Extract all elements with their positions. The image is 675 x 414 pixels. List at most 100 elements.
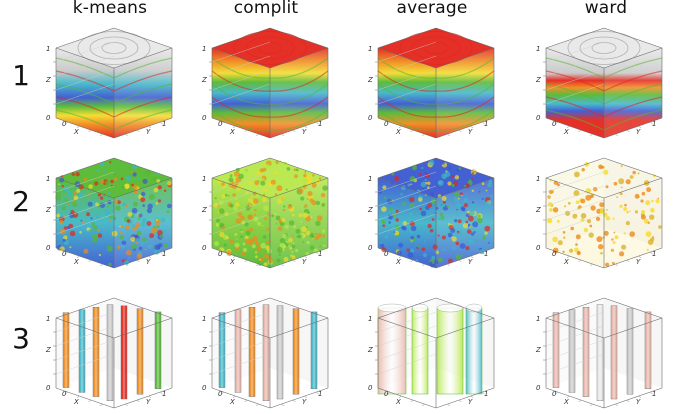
axis-label-x: X [395, 128, 401, 136]
axis-label-x: X [563, 128, 569, 136]
axis-label-x: X [395, 258, 401, 266]
axis-tick-label: 1 [536, 45, 540, 53]
cube-volume [55, 28, 173, 138]
axis-label-z: Z [45, 76, 51, 84]
axis-tick-label: 1 [484, 120, 488, 128]
axis-label-y: Y [302, 258, 307, 266]
axis-tick-label: 0 [384, 120, 389, 128]
axis-tick-label: 1 [46, 45, 50, 53]
axis-label-y: Y [146, 398, 151, 406]
axis-tick-label: 1 [368, 45, 372, 53]
axis-tick-label: 0 [384, 390, 389, 398]
axis-tick-label: 1 [536, 175, 540, 183]
axis-tick-label: 1 [652, 250, 656, 258]
axis-tick-label: 0 [368, 114, 373, 122]
column-title-kmeans: k-means [72, 0, 148, 18]
axis-label-y: Y [636, 128, 641, 136]
axis-label-z: Z [201, 346, 207, 354]
axis-tick-label: 1 [318, 390, 322, 398]
axis-tick-label: 1 [202, 175, 206, 183]
axis-tick-label: 0 [202, 114, 207, 122]
axis-tick-label: 0 [218, 250, 223, 258]
axis-label-z: Z [535, 206, 541, 214]
axis-label-x: X [73, 128, 79, 136]
axis-tick-label: 0 [62, 390, 67, 398]
axis-tick-label: 0 [552, 250, 557, 258]
axis-label-x: X [395, 398, 401, 406]
axis-tick-label: 1 [536, 315, 540, 323]
axis-tick-label: 1 [162, 390, 166, 398]
axis-tick-label: 1 [162, 120, 166, 128]
axis-label-y: Y [146, 258, 151, 266]
axis-tick-label: 0 [46, 114, 51, 122]
axis-tick-label: 1 [652, 120, 656, 128]
top-surface-contours [567, 31, 641, 65]
axis-tick-label: 1 [484, 250, 488, 258]
axis-tick-label: 0 [552, 120, 557, 128]
axis-label-x: X [229, 258, 235, 266]
row-label-2: 2 [12, 185, 30, 218]
axis-label-y: Y [468, 258, 473, 266]
cylinder-columns [377, 303, 483, 395]
axis-tick-label: 1 [202, 45, 206, 53]
top-surface-contours [77, 31, 151, 65]
column-title-ward: ward [584, 0, 628, 18]
cluster-blobs [55, 161, 172, 267]
row-label-3: 3 [12, 322, 30, 355]
axis-label-x: X [73, 398, 79, 406]
axis-tick-label: 0 [368, 384, 373, 392]
axis-label-z: Z [201, 76, 207, 84]
axis-tick-label: 0 [46, 384, 51, 392]
axis-label-y: Y [302, 398, 307, 406]
axis-label-y: Y [636, 258, 641, 266]
axis-tick-label: 0 [368, 244, 373, 252]
axis-tick-label: 0 [384, 250, 389, 258]
cluster-blobs [378, 159, 494, 268]
cluster-blobs [213, 160, 328, 267]
axis-label-x: X [229, 398, 235, 406]
axis-label-x: X [563, 398, 569, 406]
axis-label-z: Z [535, 76, 541, 84]
axis-tick-label: 0 [552, 390, 557, 398]
axis-tick-label: 0 [536, 384, 541, 392]
axis-label-y: Y [636, 398, 641, 406]
axis-label-z: Z [201, 206, 207, 214]
axis-tick-label: 1 [318, 250, 322, 258]
axis-tick-label: 0 [536, 244, 541, 252]
axis-label-x: X [563, 258, 569, 266]
axis-label-z: Z [45, 206, 51, 214]
axis-tick-label: 0 [46, 244, 51, 252]
axis-label-y: Y [468, 128, 473, 136]
axis-tick-label: 1 [202, 315, 206, 323]
axis-tick-label: 1 [318, 120, 322, 128]
top-surface-contours [233, 31, 307, 65]
axis-tick-label: 0 [62, 120, 67, 128]
axis-tick-label: 0 [62, 250, 67, 258]
axis-label-z: Z [45, 346, 51, 354]
axis-tick-label: 1 [46, 175, 50, 183]
axis-tick-label: 1 [368, 175, 372, 183]
